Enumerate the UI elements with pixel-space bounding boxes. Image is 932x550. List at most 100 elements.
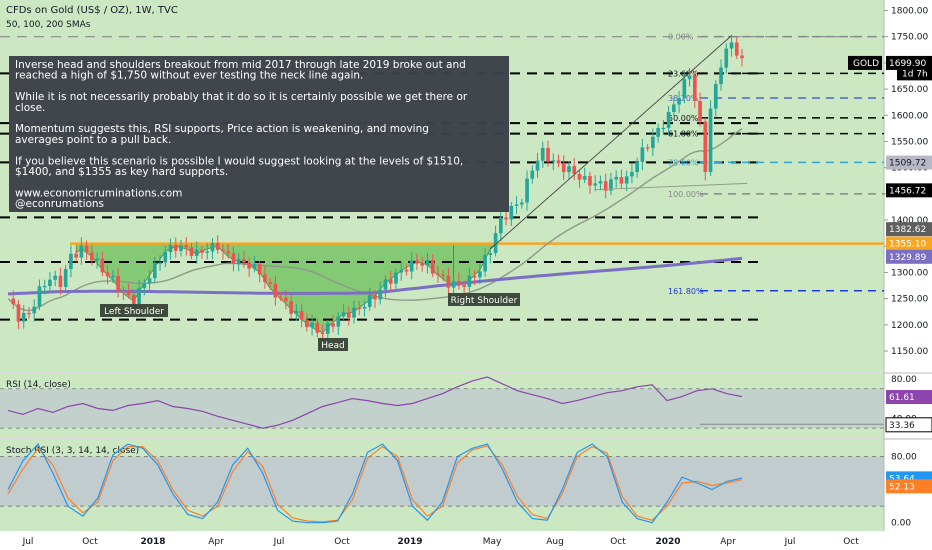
rsi-pane-background <box>0 374 884 438</box>
candle <box>63 265 68 291</box>
left-shoulder-label: Left Shoulder <box>100 304 168 317</box>
fib-level-label: 100.00% <box>668 190 704 199</box>
candle <box>378 281 383 305</box>
candle <box>263 266 267 289</box>
time-tick-label: Oct <box>82 537 98 547</box>
price-tick-label: 1650.00 <box>891 85 928 95</box>
candle <box>90 244 94 266</box>
annotation-line: While it is not necessarily probably tha… <box>15 91 468 103</box>
candle <box>21 304 26 329</box>
candle <box>79 237 84 265</box>
candle <box>493 225 498 257</box>
candle <box>446 267 451 295</box>
candle <box>325 320 330 341</box>
candle <box>682 73 687 104</box>
rsi-band <box>0 388 884 429</box>
stoch-tick-label: 80.00 <box>891 453 917 463</box>
stoch-tick-label: 0.00 <box>891 519 911 529</box>
time-tick-label: Oct <box>843 537 859 547</box>
stoch-d-line <box>7 445 743 523</box>
candle <box>472 270 477 285</box>
trend-line <box>490 35 732 250</box>
stoch-band <box>0 456 884 507</box>
candle <box>215 235 220 254</box>
fib-level-label: 61.80% <box>668 130 699 139</box>
candle <box>467 267 472 292</box>
time-tick-label: 2019 <box>397 537 422 547</box>
candle <box>142 279 147 296</box>
time-tick-label: May <box>483 537 502 547</box>
svg-text:Head: Head <box>321 341 345 351</box>
candle <box>687 68 692 87</box>
candle <box>299 303 304 328</box>
candle <box>530 165 535 184</box>
candle <box>645 143 650 152</box>
time-tick-label: 2018 <box>140 537 165 547</box>
price-badge <box>886 183 932 198</box>
candle <box>656 123 660 143</box>
candle <box>488 246 493 264</box>
candle <box>551 153 556 171</box>
price-tick-label: 1750.00 <box>891 33 928 43</box>
candle <box>226 244 231 259</box>
annotation-line: @econrumations <box>15 198 104 210</box>
price-badge-tag-label: 1d 7h <box>902 69 928 79</box>
candle <box>719 59 723 91</box>
candle <box>69 245 73 278</box>
candle <box>441 270 445 282</box>
candle <box>451 277 456 296</box>
fib-level-label: 78.60% <box>668 158 699 167</box>
stoch-badge <box>886 479 932 494</box>
time-tick-label: Oct <box>610 537 626 547</box>
price-tick-label: 1400.00 <box>891 216 928 226</box>
candle <box>310 314 314 336</box>
price-tick-label: 1150.00 <box>891 347 928 357</box>
rsi-badge-label: 33.36 <box>889 421 915 431</box>
price-badge <box>886 155 932 170</box>
price-tick-label: 1300.00 <box>891 268 928 278</box>
rsi-tick-label: 80.00 <box>891 375 917 385</box>
candle <box>666 105 671 136</box>
candle <box>121 286 126 300</box>
price-tick-label: 1550.00 <box>891 137 928 147</box>
price-tick-label: 1800.00 <box>891 6 928 16</box>
candle <box>436 265 440 283</box>
candle <box>331 315 335 333</box>
candle <box>126 283 131 299</box>
candle <box>457 272 461 290</box>
candle <box>48 272 52 293</box>
candle <box>32 299 37 322</box>
candle <box>651 128 655 157</box>
candle <box>95 252 99 269</box>
stoch-rsi-axis: 80.0040.000.0053.6452.13 <box>886 453 932 529</box>
stoch-k-line <box>7 443 743 524</box>
head-label: Head <box>318 338 348 351</box>
time-tick-label: Oct <box>334 537 350 547</box>
candle <box>179 239 183 257</box>
indicator-legend: 50, 100, 200 SMAs <box>6 20 91 30</box>
candle <box>415 253 419 271</box>
price-badge <box>886 249 932 264</box>
candle <box>205 243 210 260</box>
candle <box>383 275 388 298</box>
candle <box>514 196 519 214</box>
candle <box>509 201 514 227</box>
time-tick-label: Jul <box>273 537 285 547</box>
time-tick-label: Aug <box>546 537 564 547</box>
price-tick-label: 1250.00 <box>891 295 928 305</box>
candle <box>341 304 346 320</box>
candle <box>640 139 645 171</box>
candle <box>194 241 199 264</box>
right-shoulder-label: Right Shoulder <box>448 293 520 306</box>
fib-level-label: 38.20% <box>668 94 699 103</box>
price-badge-label: 1509.72 <box>889 159 926 169</box>
annotation-line: $1400, and $1355 as key hard supports. <box>15 166 228 178</box>
candle <box>603 173 608 199</box>
candle <box>58 267 63 295</box>
candle <box>703 117 708 181</box>
candle <box>672 97 676 116</box>
candle <box>37 279 42 311</box>
candle <box>373 290 377 308</box>
